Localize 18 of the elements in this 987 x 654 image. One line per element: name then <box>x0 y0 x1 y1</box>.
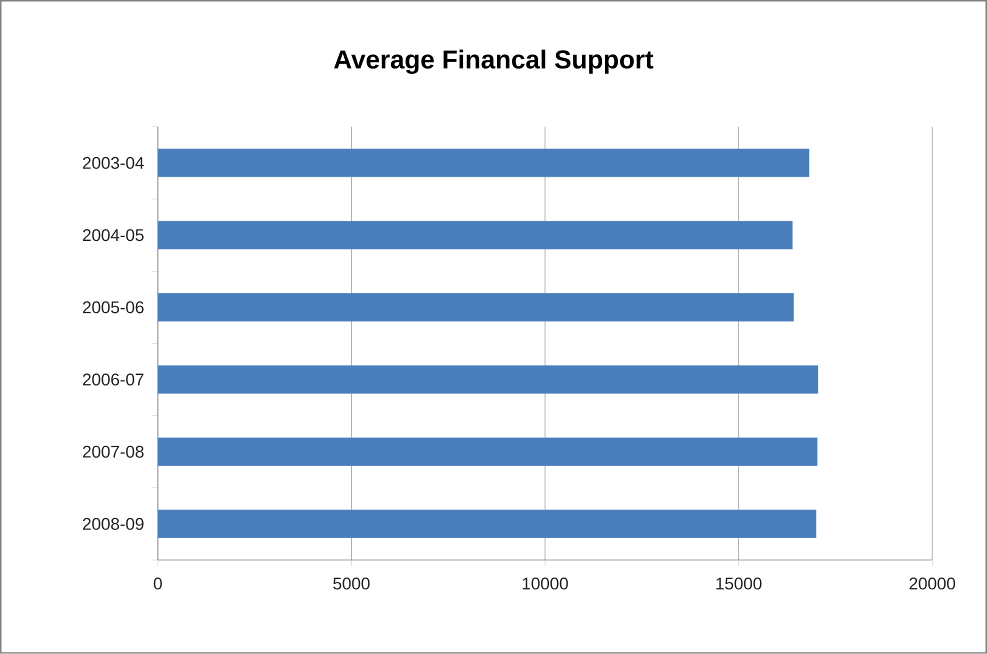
x-tick-label: 20000 <box>910 578 956 590</box>
x-tick-label: 0 <box>154 578 162 590</box>
y-tick-label: 2007-08 <box>82 446 144 458</box>
x-tick-label: 10000 <box>522 578 568 590</box>
bar <box>158 510 816 538</box>
y-tick-label: 2004-05 <box>82 229 144 242</box>
x-tick-label: 5000 <box>333 578 370 590</box>
bar <box>158 293 794 322</box>
bar <box>158 365 818 394</box>
y-tick-label: 2005-06 <box>82 301 144 314</box>
bar <box>158 438 818 466</box>
y-tick-label: 2003-04 <box>82 157 144 170</box>
bar <box>158 148 810 178</box>
chart-title: Average Financal Support <box>334 50 654 74</box>
x-tick-label: 15000 <box>716 578 762 590</box>
bar <box>158 220 793 250</box>
y-tick-label: 2006-07 <box>82 374 144 386</box>
y-tick-label: 2008-09 <box>82 518 144 530</box>
